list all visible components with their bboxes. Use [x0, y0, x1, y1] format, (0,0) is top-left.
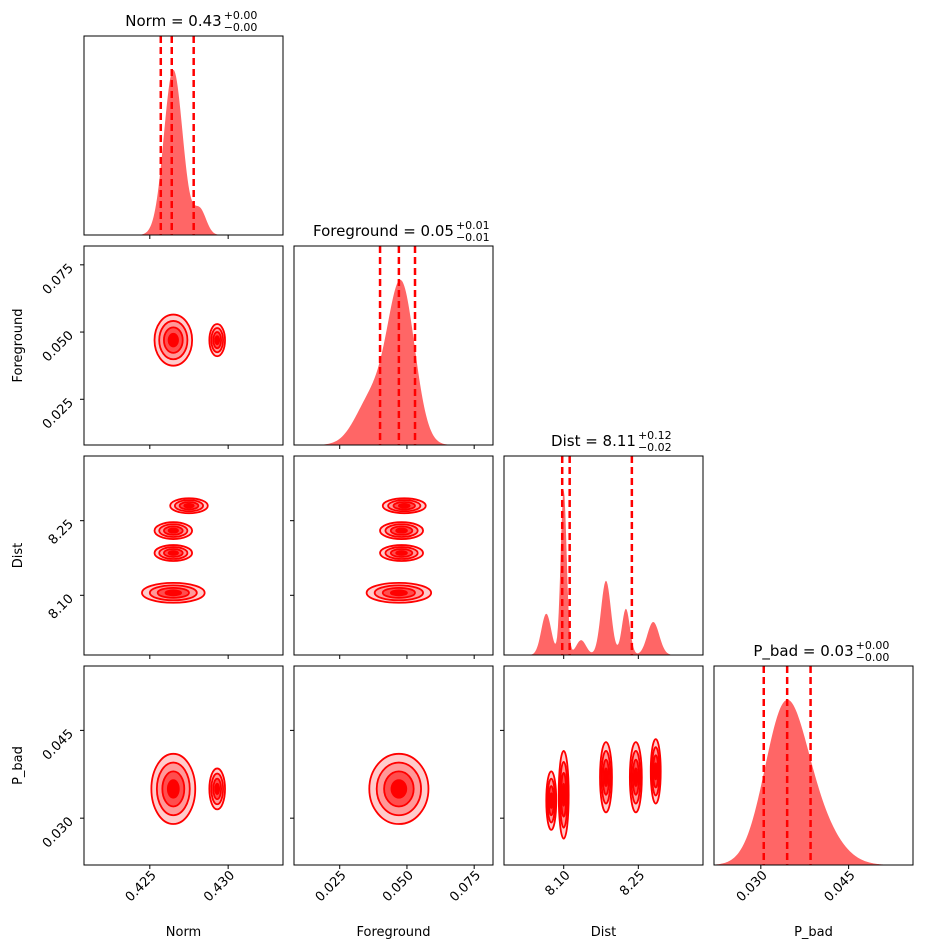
- panel-frame: [713, 665, 914, 866]
- contour-level-3: [389, 589, 408, 597]
- y-tick-label: 0.025: [40, 396, 77, 433]
- contour-level-3: [561, 782, 566, 807]
- y-axis-label-Dist: Dist: [11, 543, 26, 569]
- contour-level-3: [164, 589, 183, 597]
- param-title-Norm: Norm = 0.43: [125, 12, 221, 30]
- contour-level-3: [397, 502, 411, 509]
- param-lower-Foreground: −0.01: [456, 231, 490, 244]
- panel-frame: [293, 245, 494, 446]
- y-tick-label: 0.075: [40, 261, 77, 298]
- x-axis-label-Foreground: Foreground: [356, 925, 430, 940]
- contour-level-3: [390, 779, 408, 799]
- marginal-density: [504, 489, 703, 655]
- x-tick-label: 8.10: [543, 868, 574, 899]
- x-tick-label: 0.050: [380, 868, 417, 905]
- y-tick-label: 8.10: [46, 592, 77, 623]
- y-axis-label-Foreground: Foreground: [11, 308, 26, 382]
- x-axis-label-Dist: Dist: [591, 925, 617, 940]
- param-title-P_bad: P_bad = 0.03: [753, 642, 853, 661]
- x-tick-label: 8.25: [617, 868, 648, 899]
- y-tick-label: 0.045: [40, 727, 77, 764]
- param-upper-Norm: +0.00: [224, 9, 258, 22]
- param-lower-Dist: −0.02: [638, 441, 672, 454]
- contour-level-3: [167, 527, 179, 534]
- panel-frame: [83, 665, 284, 866]
- x-tick-label: 0.075: [447, 868, 484, 905]
- y-tick-label: 8.25: [46, 517, 77, 548]
- contour-level-3: [167, 332, 179, 348]
- param-upper-P_bad: +0.00: [856, 639, 890, 652]
- y-tick-label: 0.030: [40, 814, 77, 851]
- contour-level-3: [633, 767, 639, 787]
- x-tick-label: 0.030: [734, 868, 771, 905]
- panel-frame: [83, 245, 284, 446]
- x-axis-label-Norm: Norm: [166, 925, 201, 940]
- panel-frame: [503, 665, 704, 866]
- contour-level-3: [214, 782, 221, 795]
- panel-frame: [503, 455, 704, 656]
- contour-panel-P_bad-vs-Foreground: 0.025 0.050 0.075: [290, 665, 494, 905]
- marginal-panel-P_bad: 0.030 0.045: [713, 665, 914, 905]
- panel-frame: [83, 35, 284, 236]
- contour-level-3: [167, 550, 179, 556]
- param-upper-Foreground: +0.01: [456, 219, 490, 232]
- y-tick-label: 0.050: [40, 328, 77, 365]
- marginal-panel-Foreground: [293, 245, 494, 449]
- contour-panel-P_bad-vs-Norm: 0.425 0.430 0.030 0.045: [40, 665, 284, 905]
- marginal-panel-Dist: [503, 455, 704, 659]
- marginal-density: [294, 279, 493, 445]
- contour-panel-Foreground-vs-Norm: 0.025 0.050 0.075: [40, 245, 284, 449]
- x-tick-label: 0.025: [313, 868, 350, 905]
- contour-level-3: [653, 762, 658, 781]
- marginal-density: [84, 69, 283, 235]
- x-axis-label-P_bad: P_bad: [794, 925, 833, 940]
- panel-frame: [293, 665, 494, 866]
- x-tick-label: 0.425: [123, 868, 160, 905]
- panel-frame: [83, 455, 284, 656]
- contour-level-3: [214, 335, 221, 346]
- contour-level-3: [549, 792, 554, 809]
- panel-frame: [293, 455, 494, 656]
- x-tick-label: 0.045: [822, 868, 859, 905]
- contour-panel-Dist-vs-Foreground: [290, 455, 494, 659]
- x-tick-label: 0.430: [201, 868, 238, 905]
- param-lower-Norm: −0.00: [224, 21, 258, 34]
- contour-panel-Dist-vs-Norm: 8.10 8.25: [46, 455, 284, 659]
- contour-level-3: [395, 550, 408, 556]
- contour-level-3: [166, 779, 180, 799]
- contour-level-3: [395, 527, 408, 534]
- y-axis-label-P_bad: P_bad: [11, 746, 26, 785]
- contour-level-3: [603, 767, 609, 787]
- marginal-density: [714, 699, 913, 865]
- param-title-Dist: Dist = 8.11: [551, 432, 636, 450]
- param-lower-P_bad: −0.00: [856, 651, 890, 664]
- contour-panel-P_bad-vs-Dist: 8.10 8.25: [500, 665, 704, 899]
- contour-level-3: [183, 502, 195, 509]
- param-upper-Dist: +0.12: [638, 429, 672, 442]
- marginal-panel-Norm: [83, 35, 284, 239]
- param-title-Foreground: Foreground = 0.05: [313, 222, 454, 240]
